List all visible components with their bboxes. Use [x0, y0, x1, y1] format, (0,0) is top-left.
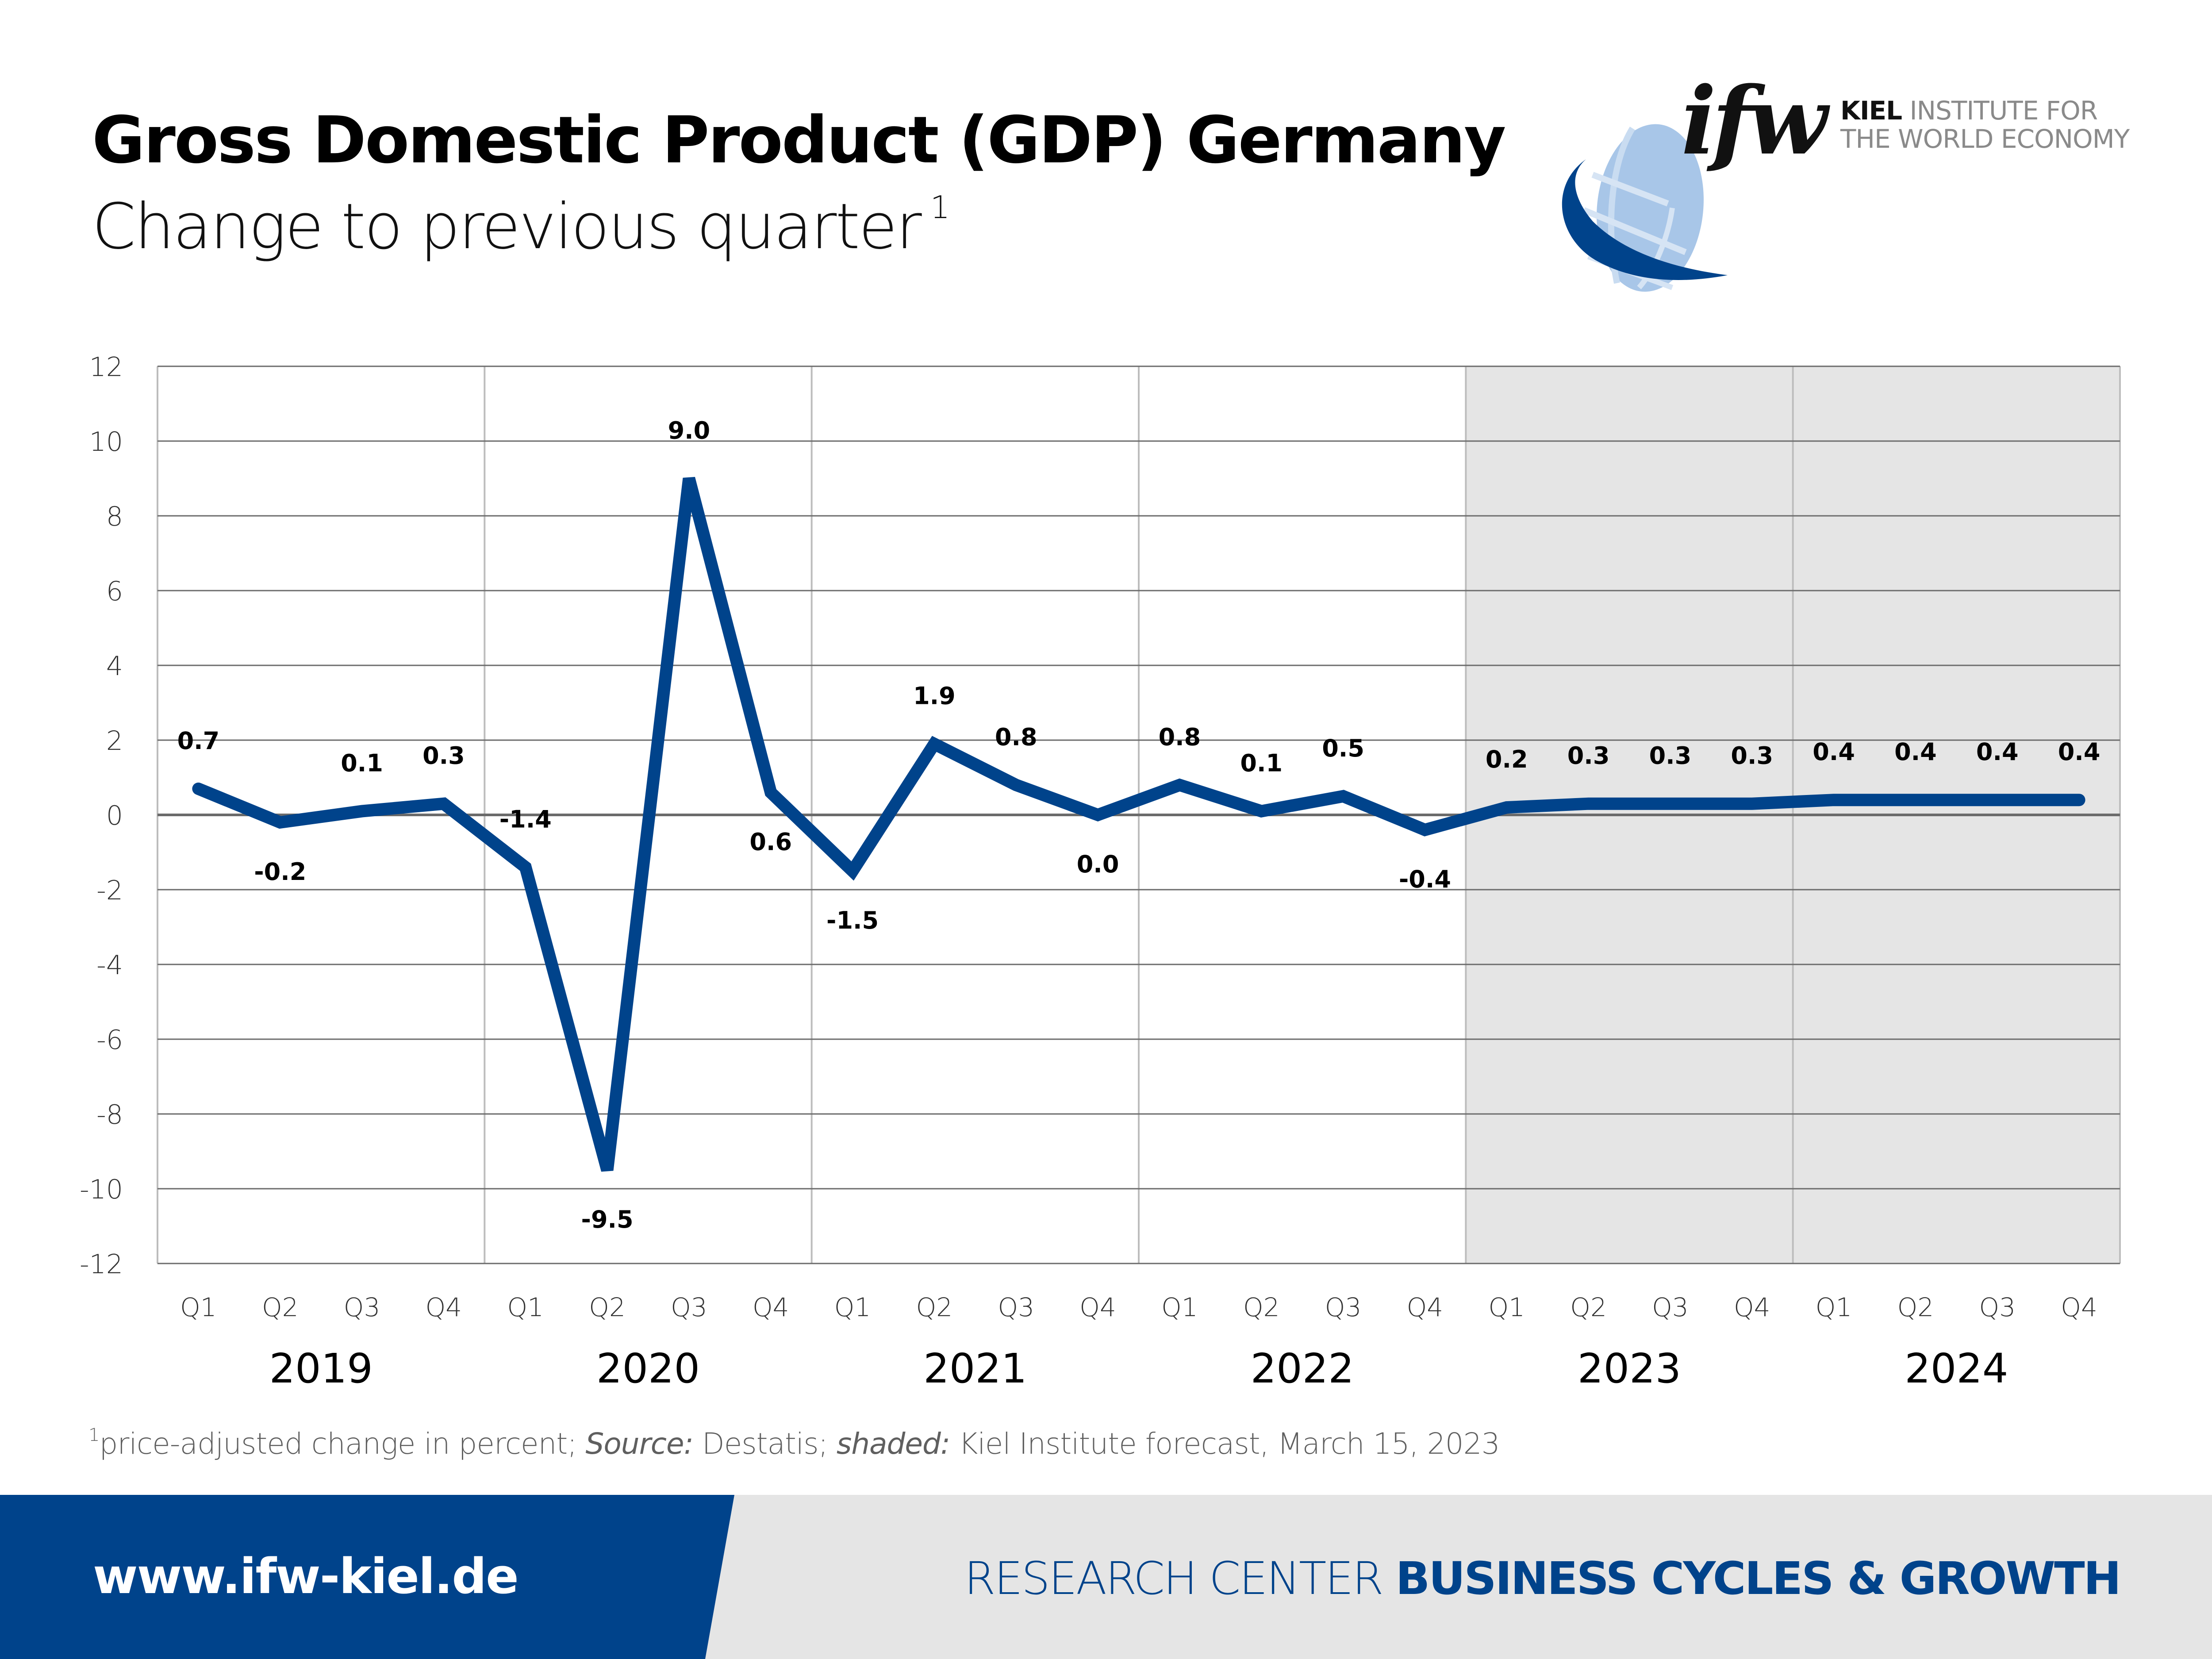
x-tick-year: 2022 [1251, 1345, 1354, 1392]
footer-url-panel: www.ifw-kiel.de [0, 1495, 734, 1659]
y-tick-label: -2 [96, 875, 123, 906]
x-tick-quarter: Q2 [589, 1292, 626, 1322]
research-center-label: RESEARCH CENTER [964, 1552, 1384, 1605]
y-tick-label: 0 [106, 800, 123, 831]
y-tick-label: 12 [89, 352, 123, 383]
data-label: 0.4 [1976, 738, 2019, 766]
data-label: 0.5 [1322, 734, 1364, 762]
x-tick-quarter: Q2 [262, 1292, 299, 1322]
data-label: 0.6 [749, 828, 792, 856]
website-link[interactable]: www.ifw-kiel.de [93, 1548, 519, 1605]
research-center: RESEARCH CENTER BUSINESS CYCLES & GROWTH [964, 1552, 2121, 1605]
x-tick-year: 2024 [1905, 1345, 2008, 1392]
x-axis-quarter-labels: Q1 Q2 Q3 Q4 Q1 Q2 Q3 Q4 Q1 Q2 Q3 Q4 Q1 Q2 Q3 Q4 Q1 Q2 Q3 Q4… [180, 1292, 2097, 1322]
data-label: -9.5 [581, 1206, 634, 1233]
logo-name-line1: INSTITUTE FOR [1909, 96, 2098, 126]
data-label: 0.3 [422, 742, 465, 770]
y-tick-label: 4 [106, 651, 123, 682]
x-tick-quarter: Q1 [180, 1292, 217, 1322]
x-tick-year: 2020 [596, 1345, 700, 1392]
footnote-marker: 1 [88, 1425, 100, 1445]
logo-mark: ifw [1681, 66, 1828, 176]
data-label: 0.1 [341, 749, 383, 777]
data-label: 0.3 [1567, 742, 1610, 770]
series-line-group [192, 476, 2085, 1172]
footnote-marker: 1 [930, 189, 950, 226]
data-label: -0.2 [254, 858, 306, 886]
y-tick-label: 8 [106, 501, 123, 532]
logo-name-line2: THE WORLD ECONOMY [1840, 124, 2130, 154]
globe-logo-icon [1562, 124, 1728, 292]
x-tick-quarter: Q3 [1325, 1292, 1362, 1322]
gdp-line-chart: 12 10 8 6 4 2 0 -2 -4 -6 -8 -10 -12 Q1 Q2 Q3 Q4 Q1 Q2 Q3 Q4… [80, 352, 2121, 1392]
logo-name-bold: KIEL [1840, 96, 1902, 126]
x-tick-quarter: Q4 [1407, 1292, 1444, 1322]
footnote: 1price-adjusted change in percent; Sourc… [88, 1425, 1500, 1461]
footnote-source-label: Source: [585, 1427, 694, 1461]
gdp-series-line [192, 476, 2085, 1172]
data-label: 0.4 [1813, 738, 1855, 766]
data-label: -1.4 [499, 805, 552, 833]
research-center-name: BUSINESS CYCLES & GROWTH [1395, 1552, 2121, 1605]
data-label: 0.8 [1159, 723, 1201, 751]
x-tick-quarter: Q3 [1652, 1292, 1689, 1322]
footnote-shaded-value: Kiel Institute forecast, March 15, 2023 [950, 1427, 1500, 1461]
footer-band: www.ifw-kiel.de RESEARCH CENTER BUSINESS … [0, 1495, 2212, 1659]
data-label: 9.0 [668, 417, 710, 445]
data-label: 0.1 [1240, 749, 1283, 777]
data-label: 0.3 [1731, 742, 1773, 770]
x-tick-quarter: Q2 [916, 1292, 953, 1322]
x-tick-quarter: Q2 [1897, 1292, 1934, 1322]
x-tick-year: 2023 [1578, 1345, 1681, 1392]
x-tick-year: 2019 [269, 1345, 373, 1392]
x-tick-quarter: Q4 [1734, 1292, 1770, 1322]
x-tick-quarter: Q3 [344, 1292, 380, 1322]
footnote-source-value: Destatis; [693, 1427, 837, 1461]
x-tick-quarter: Q1 [1816, 1292, 1852, 1322]
x-tick-quarter: Q3 [998, 1292, 1034, 1322]
logo-name: KIEL INSTITUTE FOR THE WORLD ECONOMY [1840, 96, 2130, 154]
data-label: 0.3 [1649, 742, 1692, 770]
footnote-shaded-label: shaded: [836, 1427, 950, 1461]
data-labels: 0.7 -0.2 0.1 0.3 -1.4 -9.5 9.0 0.6 -1.5 1.9 0.8 0.0… [177, 417, 2101, 1233]
data-label: 0.8 [995, 723, 1037, 751]
y-axis-tick-labels: 12 10 8 6 4 2 0 -2 -4 -6 -8 -10 -12 [80, 352, 123, 1280]
data-label: -0.4 [1399, 865, 1451, 893]
x-tick-quarter: Q1 [507, 1292, 544, 1322]
y-tick-label: 10 [89, 426, 123, 457]
chart-subtitle: Change to previous quarter 1 [92, 189, 950, 263]
y-tick-label: -12 [80, 1249, 123, 1280]
y-tick-label: -8 [96, 1099, 123, 1130]
data-label: 0.4 [2058, 738, 2101, 766]
data-label: 0.0 [1077, 850, 1119, 878]
footnote-text: price-adjusted change in percent; [99, 1427, 586, 1461]
x-tick-quarter: Q2 [1570, 1292, 1607, 1322]
x-tick-quarter: Q1 [834, 1292, 871, 1322]
y-tick-label: 2 [106, 726, 123, 757]
data-label: 0.4 [1894, 738, 1937, 766]
x-tick-quarter: Q3 [1979, 1292, 2016, 1322]
y-tick-label: 6 [106, 576, 123, 607]
x-tick-quarter: Q4 [2061, 1292, 2097, 1322]
x-tick-quarter: Q1 [1488, 1292, 1525, 1322]
y-tick-label: -4 [96, 950, 123, 981]
x-tick-quarter: Q2 [1243, 1292, 1280, 1322]
x-tick-quarter: Q4 [426, 1292, 462, 1322]
x-tick-year: 2021 [923, 1345, 1027, 1392]
data-label: -1.5 [826, 906, 879, 934]
x-tick-quarter: Q4 [1079, 1292, 1116, 1322]
data-label: 0.2 [1486, 745, 1528, 773]
chart-title: Gross Domestic Product (GDP) Germany [92, 103, 1506, 178]
x-axis-year-labels: 2019 2020 2021 2022 2023 2024 [269, 1345, 2008, 1392]
data-label: 1.9 [913, 682, 956, 710]
x-tick-quarter: Q4 [753, 1292, 789, 1322]
y-tick-label: -6 [96, 1025, 123, 1056]
y-tick-label: -10 [80, 1174, 123, 1205]
x-tick-quarter: Q3 [671, 1292, 707, 1322]
x-tick-quarter: Q1 [1161, 1292, 1198, 1322]
horizontal-gridlines [157, 365, 2120, 1264]
subtitle-text: Change to previous quarter [92, 190, 922, 263]
data-label: 0.7 [177, 727, 220, 755]
